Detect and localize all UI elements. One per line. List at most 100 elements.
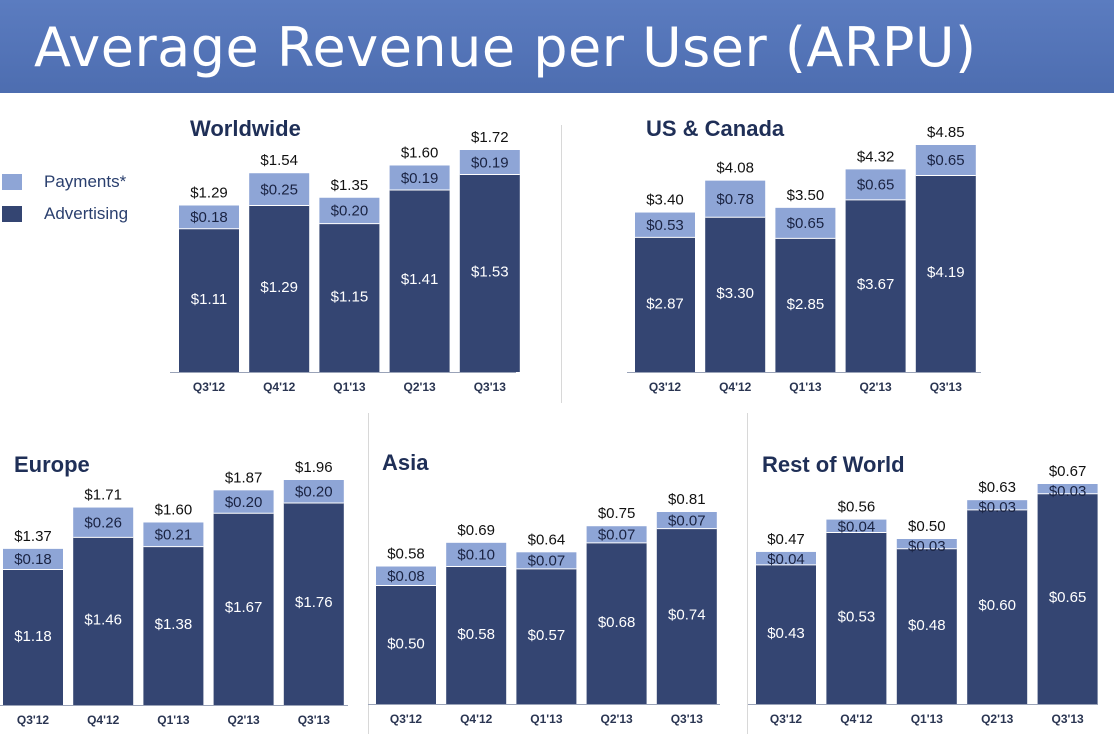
data-label-total: $1.60: [155, 501, 193, 518]
x-tick-label: Q2'13: [227, 713, 260, 727]
data-label-advertising: $2.85: [787, 296, 825, 313]
bar-payments: [845, 169, 906, 200]
data-label-total: $0.69: [457, 522, 495, 539]
bar-payments: [319, 197, 380, 224]
data-label-payments: $0.25: [260, 181, 298, 198]
chart-title: Worldwide: [190, 116, 301, 141]
bar-advertising: [319, 223, 380, 372]
data-label-advertising: $1.38: [155, 616, 193, 633]
data-label-payments: $0.07: [528, 553, 566, 570]
divider-vertical-bottom-right: [747, 413, 748, 734]
data-label-total: $4.32: [857, 148, 895, 165]
bar-advertising: [586, 542, 647, 704]
bar-advertising: [826, 532, 887, 704]
bar-advertising: [775, 238, 836, 372]
x-tick-label: Q4'12: [263, 380, 296, 394]
bar-advertising: [179, 228, 239, 372]
data-label-total: $0.56: [838, 499, 876, 516]
bar-advertising: [635, 237, 695, 372]
bar-advertising: [3, 569, 63, 705]
x-tick-label: Q1'13: [333, 380, 366, 394]
bar-advertising: [756, 564, 816, 704]
x-tick-label: Q2'13: [403, 380, 436, 394]
bar-advertising: [967, 509, 1028, 704]
data-label-payments: $0.03: [978, 499, 1016, 516]
data-label-total: $1.60: [401, 144, 439, 161]
data-label-advertising: $1.67: [225, 599, 263, 616]
bar-payments: [775, 207, 836, 239]
data-label-total: $1.87: [225, 469, 263, 486]
bar-payments: [967, 500, 1028, 510]
bar-advertising: [915, 175, 976, 372]
x-tick-label: Q2'13: [600, 712, 633, 726]
data-label-advertising: $3.67: [857, 276, 895, 293]
data-label-payments: $0.18: [190, 209, 228, 226]
title-bar: Average Revenue per User (ARPU): [0, 0, 1114, 93]
chart-title: Rest of World: [762, 452, 905, 477]
bar-advertising: [516, 568, 577, 704]
x-tick-label: Q3'13: [930, 380, 963, 394]
x-tick-label: Q1'13: [911, 712, 944, 726]
bar-advertising: [459, 174, 520, 372]
data-label-total: $4.08: [716, 160, 754, 177]
data-label-advertising: $4.19: [927, 264, 965, 281]
data-label-total: $0.63: [978, 479, 1016, 496]
data-label-payments: $0.78: [716, 191, 754, 208]
data-label-payments: $0.20: [295, 483, 333, 500]
bar-payments: [586, 526, 647, 543]
data-label-total: $0.67: [1049, 463, 1087, 480]
x-tick-label: Q2'13: [859, 380, 892, 394]
data-label-total: $4.85: [927, 124, 965, 141]
data-label-total: $0.50: [908, 518, 946, 535]
bar-advertising: [376, 585, 436, 704]
data-label-payments: $0.03: [1049, 483, 1087, 500]
data-label-payments: $0.04: [767, 551, 805, 568]
data-label-total: $3.40: [646, 192, 684, 209]
x-tick-label: Q3'13: [474, 380, 507, 394]
chart-panel: Rest of World $0.43 $0.04 $0.47 Q3'12 $0.53 $0…: [748, 452, 1098, 726]
data-label-payments: $0.04: [838, 519, 876, 536]
x-tick-label: Q3'13: [298, 713, 331, 727]
x-tick-label: Q1'13: [530, 712, 563, 726]
x-tick-label: Q3'12: [390, 712, 423, 726]
bar-payments: [446, 542, 507, 567]
bar-payments: [389, 165, 450, 191]
data-label-payments: $0.19: [471, 154, 509, 171]
bar-payments: [73, 507, 134, 538]
divider-vertical-top: [561, 125, 562, 403]
bar-payments: [249, 173, 310, 206]
x-tick-label: Q3'12: [17, 713, 50, 727]
bar-advertising: [896, 548, 957, 704]
x-tick-label: Q3'12: [649, 380, 682, 394]
bar-payments: [179, 205, 239, 229]
data-label-payments: $0.20: [225, 494, 263, 511]
bar-advertising: [446, 566, 507, 704]
data-label-payments: $0.19: [401, 170, 439, 187]
chart-panel: US & Canada $2.87 $0.53 $3.40 Q3'12 $3.30 $0.7…: [627, 116, 981, 394]
data-label-payments: $0.65: [857, 177, 895, 194]
data-label-advertising: $1.53: [471, 263, 509, 280]
data-label-advertising: $2.87: [646, 295, 684, 312]
bar-payments: [756, 551, 816, 565]
data-label-advertising: $0.57: [528, 627, 566, 644]
data-label-payments: $0.07: [598, 527, 636, 544]
bar-advertising: [845, 199, 906, 372]
bar-payments: [896, 539, 957, 549]
data-label-advertising: $0.53: [838, 609, 876, 626]
bar-payments: [656, 512, 717, 529]
data-label-advertising: $0.68: [598, 614, 636, 631]
data-label-payments: $0.03: [908, 538, 946, 555]
data-label-total: $1.37: [14, 528, 52, 545]
data-label-advertising: $0.43: [767, 625, 805, 642]
bar-advertising: [283, 502, 344, 705]
data-label-advertising: $1.29: [260, 279, 298, 296]
data-label-advertising: $3.30: [716, 285, 754, 302]
data-label-payments: $0.65: [787, 215, 825, 232]
x-tick-label: Q3'12: [770, 712, 803, 726]
data-label-total: $1.54: [260, 152, 298, 169]
data-label-advertising: $0.65: [1049, 589, 1087, 606]
bar-payments: [915, 145, 976, 176]
x-tick-label: Q2'13: [981, 712, 1014, 726]
data-label-payments: $0.53: [646, 217, 684, 234]
